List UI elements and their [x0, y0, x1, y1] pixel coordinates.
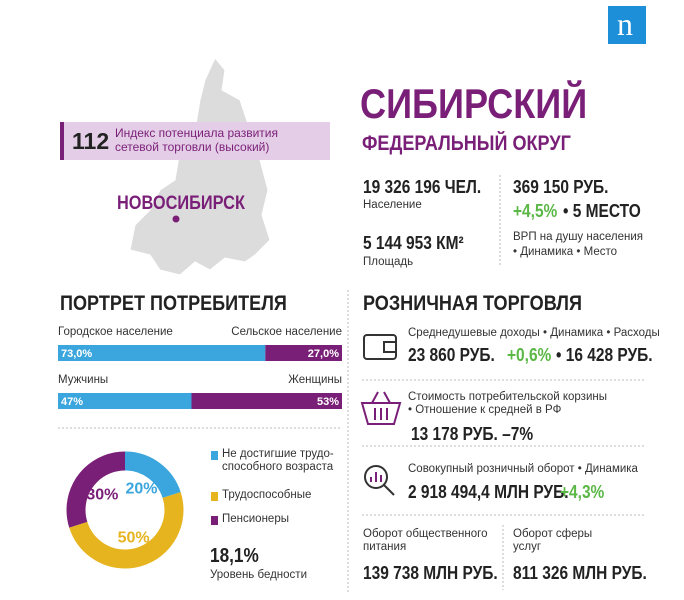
subtitle: ФЕДЕРАЛЬНЫЙ ОКРУГ [362, 132, 571, 155]
stat-value: 19 326 196 ЧЕЛ. [363, 177, 482, 197]
retail-value: 139 738 МЛН РУБ. [363, 563, 498, 583]
section-title: РОЗНИЧНАЯ ТОРГОВЛЯ [363, 292, 582, 315]
retail-value: 2 918 494,4 МЛН РУБ. [408, 482, 569, 502]
index-value: 112 [72, 128, 110, 154]
index-banner [60, 122, 330, 160]
bar-category: Мужчины [58, 374, 109, 386]
retail-dynamics: +0,6% [507, 345, 552, 365]
title: СИБИРСКИЙ [360, 80, 588, 127]
poverty-label: Уровень бедности [210, 569, 307, 581]
poverty-value: 18,1% [210, 545, 259, 567]
stat-rank: • 5 МЕСТО [563, 201, 641, 221]
index-label: Индекс потенциала развития сетевой торго… [115, 126, 278, 154]
magnifier-icon [364, 465, 395, 496]
legend-swatch [211, 516, 218, 525]
logo: n [617, 6, 633, 42]
donut-label: 20% [125, 480, 157, 497]
legend-label: Не достигшие трудо- способного возраста [222, 448, 334, 474]
share-bar [191, 393, 342, 409]
stat-value: 5 144 953 КМ² [363, 233, 464, 253]
retail-label: Оборот сферы услуг [513, 528, 593, 554]
chart-icon [370, 472, 382, 482]
section-title: ПОРТРЕТ ПОТРЕБИТЕЛЯ [60, 292, 287, 315]
retail-label: Совокупный розничный оборот • Динамика [408, 463, 638, 475]
retail-value: 23 860 РУБ. [408, 345, 495, 365]
region-map [129, 57, 271, 276]
retail-label: Оборот общественного питания [363, 528, 488, 554]
retail-label: Среднедушевые доходы • Динамика • Расход… [408, 327, 660, 339]
bar-category: Городское население [58, 326, 173, 338]
share-bar [265, 345, 342, 361]
donut-segment [66, 451, 184, 569]
stat-label: • Динамика • Место [513, 246, 617, 258]
donut-label: 30% [86, 487, 118, 504]
retail-value: • 16 428 РУБ. [556, 345, 653, 365]
bar-category: Сельское население [231, 326, 342, 338]
bar-value-label: 27,0% [308, 348, 339, 360]
retail-value: 13 178 РУБ. –7% [411, 424, 534, 444]
retail-value: 811 326 МЛН РУБ. [513, 563, 647, 583]
bar-value-label: 47% [61, 396, 83, 408]
bar-category: Женщины [288, 374, 342, 386]
wallet-icon [363, 334, 397, 360]
share-bar [58, 345, 266, 361]
legend-label: Пенсионеры [222, 513, 289, 525]
stat-label: Площадь [363, 256, 414, 268]
donut-segment [66, 451, 184, 569]
city-dot [172, 215, 180, 223]
legend-label: Трудоспособные [222, 489, 312, 501]
stat-label: ВРП на душу населения [513, 231, 643, 243]
legend-swatch [211, 451, 218, 460]
legend-swatch [211, 492, 218, 501]
retail-dynamics: +4,3% [560, 482, 605, 502]
basket-icon [360, 391, 402, 425]
stat-dynamics: +4,5% [513, 201, 558, 221]
stat-value: 369 150 РУБ. [513, 177, 609, 197]
bar-value-label: 53% [317, 396, 339, 408]
bar-value-label: 73,0% [61, 348, 92, 360]
index-accent [60, 122, 64, 160]
logo-box [608, 6, 646, 44]
donut-label: 50% [118, 530, 150, 547]
city: НОВОСИБИРСК [117, 193, 245, 214]
stat-label: Население [363, 199, 422, 211]
retail-label: Стоимость потребительской корзины • Отно… [408, 391, 607, 417]
share-bar [58, 393, 192, 409]
